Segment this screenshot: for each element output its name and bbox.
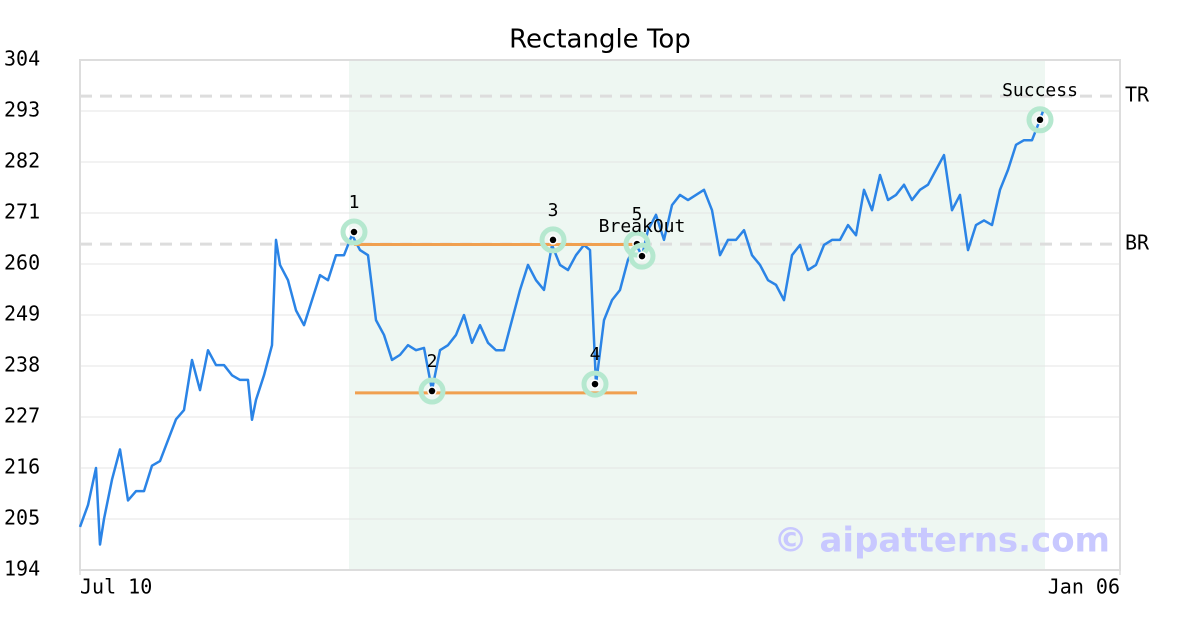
y-tick-label: 260 — [4, 251, 40, 275]
marker-halo — [340, 218, 368, 246]
y-tick-label: 205 — [4, 506, 40, 530]
marker-halo — [1026, 106, 1054, 134]
marker-dot — [349, 227, 359, 237]
x-tick-label: Jul 10 — [80, 575, 152, 599]
marker-label: 2 — [427, 351, 438, 372]
price-line — [78, 107, 1046, 546]
y-tick-label: 238 — [4, 353, 40, 377]
marker-halo — [628, 242, 656, 270]
marker-dot — [1035, 115, 1045, 125]
level-label: TR — [1125, 83, 1150, 107]
marker-label: 5 — [632, 204, 643, 225]
y-tick-label: 216 — [4, 455, 40, 479]
marker-label: BreakOut — [599, 216, 686, 237]
y-tick-label: 282 — [4, 149, 40, 173]
marker-label: 1 — [349, 192, 360, 213]
marker-label: Success — [1002, 80, 1078, 101]
y-tick-label: 293 — [4, 98, 40, 122]
marker-halo — [581, 370, 609, 398]
y-tick-label: 249 — [4, 302, 40, 326]
marker-halo — [418, 377, 446, 405]
marker-dot — [637, 251, 647, 261]
watermark: © aipatterns.com — [774, 521, 1110, 561]
y-tick-label: 304 — [4, 47, 40, 71]
plot-frame — [79, 59, 1121, 571]
marker-halo — [539, 226, 567, 254]
marker-dot — [427, 386, 437, 396]
marker-dot — [590, 379, 600, 389]
marker-label: 3 — [548, 200, 559, 221]
chart-title: Rectangle Top — [509, 25, 691, 55]
x-tick-label: Jan 06 — [1048, 575, 1120, 599]
y-tick-label: 271 — [4, 200, 40, 224]
y-tick-label: 194 — [4, 557, 40, 581]
level-label: BR — [1125, 231, 1150, 255]
y-tick-label: 227 — [4, 404, 40, 428]
marker-label: 4 — [590, 344, 601, 365]
marker-dot — [548, 235, 558, 245]
